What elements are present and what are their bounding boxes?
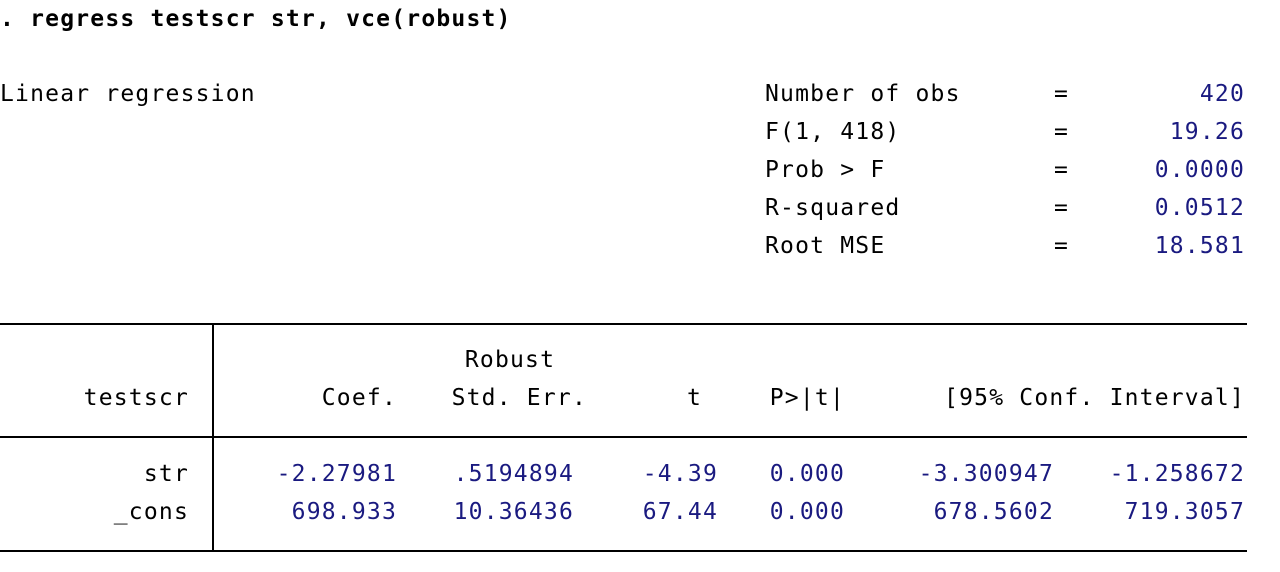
table-column-divider (212, 323, 214, 552)
stat-value-rootmse: 18.581 (1154, 233, 1245, 259)
stat-value-f: 19.26 (1169, 119, 1245, 145)
table-header-rule (0, 436, 1247, 438)
cell-stderr-cons: 10.36436 (453, 499, 574, 525)
stat-equals: = (1054, 119, 1070, 145)
header-t: t (686, 385, 702, 411)
cell-pvalue-cons: 0.000 (769, 499, 845, 525)
command-line: . regress testscr str, vce(robust) (0, 6, 512, 32)
row-label-cons: _cons (113, 499, 189, 525)
row-label-str: str (143, 461, 189, 487)
table-top-rule (0, 323, 1247, 325)
stat-value-nobs: 420 (1199, 81, 1245, 107)
header-coef: Coef. (321, 385, 397, 411)
depvar-header: testscr (83, 385, 189, 411)
stat-label-probf: Prob > F (765, 157, 886, 183)
cell-coef-str: -2.27981 (276, 461, 397, 487)
robust-label: Robust (464, 347, 556, 373)
header-stderr: Std. Err. (451, 385, 587, 411)
table-bottom-rule (0, 550, 1247, 552)
stat-equals: = (1054, 195, 1070, 221)
stat-equals: = (1054, 157, 1070, 183)
stat-label-rsquared: R-squared (765, 195, 901, 221)
stat-value-probf: 0.0000 (1154, 157, 1245, 183)
cell-coef-cons: 698.933 (291, 499, 397, 525)
stat-value-rsquared: 0.0512 (1154, 195, 1245, 221)
stat-label-rootmse: Root MSE (765, 233, 886, 259)
cell-stderr-str: .5194894 (453, 461, 574, 487)
model-title: Linear regression (0, 81, 256, 107)
header-pvalue: P>|t| (769, 385, 845, 411)
cell-t-cons: 67.44 (642, 499, 718, 525)
cell-pvalue-str: 0.000 (769, 461, 845, 487)
cell-t-str: -4.39 (642, 461, 718, 487)
stat-equals: = (1054, 81, 1070, 107)
header-conf-interval: [95% Conf. Interval] (944, 385, 1245, 411)
stat-equals: = (1054, 233, 1070, 259)
stat-label-f: F(1, 418) (765, 119, 901, 145)
cell-ci-low-str: -3.300947 (918, 461, 1054, 487)
cell-ci-high-str: -1.258672 (1109, 461, 1245, 487)
stat-label-nobs: Number of obs (765, 81, 961, 107)
cell-ci-high-cons: 719.3057 (1124, 499, 1245, 525)
cell-ci-low-cons: 678.5602 (933, 499, 1054, 525)
